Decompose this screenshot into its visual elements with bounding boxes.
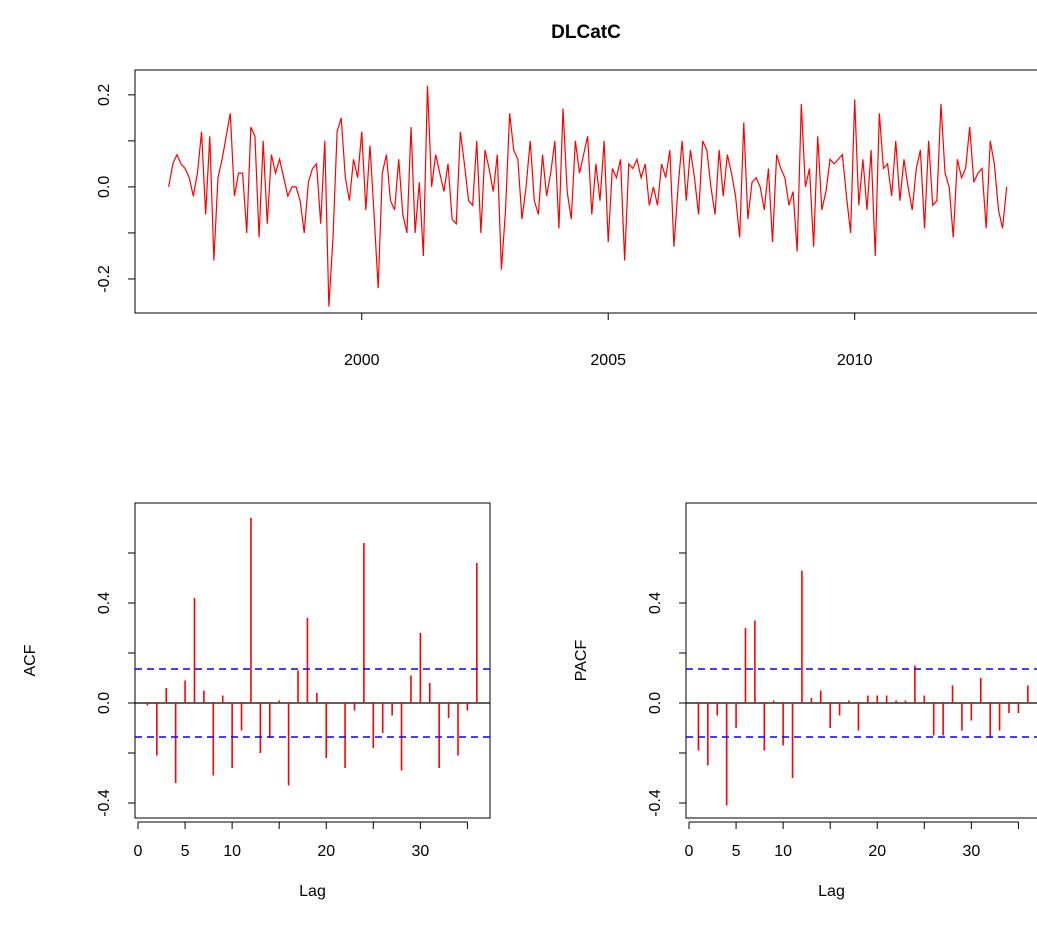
x-tick-label: 20 bbox=[868, 843, 886, 860]
x-tick-label: 10 bbox=[774, 843, 792, 860]
series-line bbox=[168, 85, 1008, 307]
y-tick-label: 0.4 bbox=[96, 592, 113, 614]
y-tick-label: -0.2 bbox=[96, 265, 113, 293]
x-tick-label: 5 bbox=[732, 843, 741, 860]
x-axis-label: Lag bbox=[818, 883, 845, 900]
x-axis-label: Lag bbox=[299, 883, 326, 900]
y-tick-label: 0.0 bbox=[96, 692, 113, 714]
x-tick-label: 2000 bbox=[344, 352, 380, 369]
y-tick-label: 0.0 bbox=[96, 176, 113, 198]
figure-title: DLCatC bbox=[551, 22, 621, 43]
x-tick-label: 2010 bbox=[837, 352, 873, 369]
x-tick-label: 5 bbox=[181, 843, 190, 860]
y-axis-label: PACF bbox=[573, 640, 590, 682]
x-tick-label: 30 bbox=[962, 843, 980, 860]
y-tick-label: -0.4 bbox=[96, 789, 113, 817]
x-tick-label: 0 bbox=[134, 843, 143, 860]
y-axis-label: ACF bbox=[22, 644, 39, 676]
y-tick-label: 0.0 bbox=[647, 692, 664, 714]
x-tick-label: 30 bbox=[411, 843, 429, 860]
x-tick-label: 2005 bbox=[590, 352, 626, 369]
y-tick-label: 0.4 bbox=[647, 592, 664, 614]
y-tick-label: 0.2 bbox=[96, 84, 113, 106]
x-tick-label: 0 bbox=[685, 843, 694, 860]
x-tick-label: 20 bbox=[317, 843, 335, 860]
x-tick-label: 10 bbox=[223, 843, 241, 860]
y-tick-label: -0.4 bbox=[647, 789, 664, 817]
